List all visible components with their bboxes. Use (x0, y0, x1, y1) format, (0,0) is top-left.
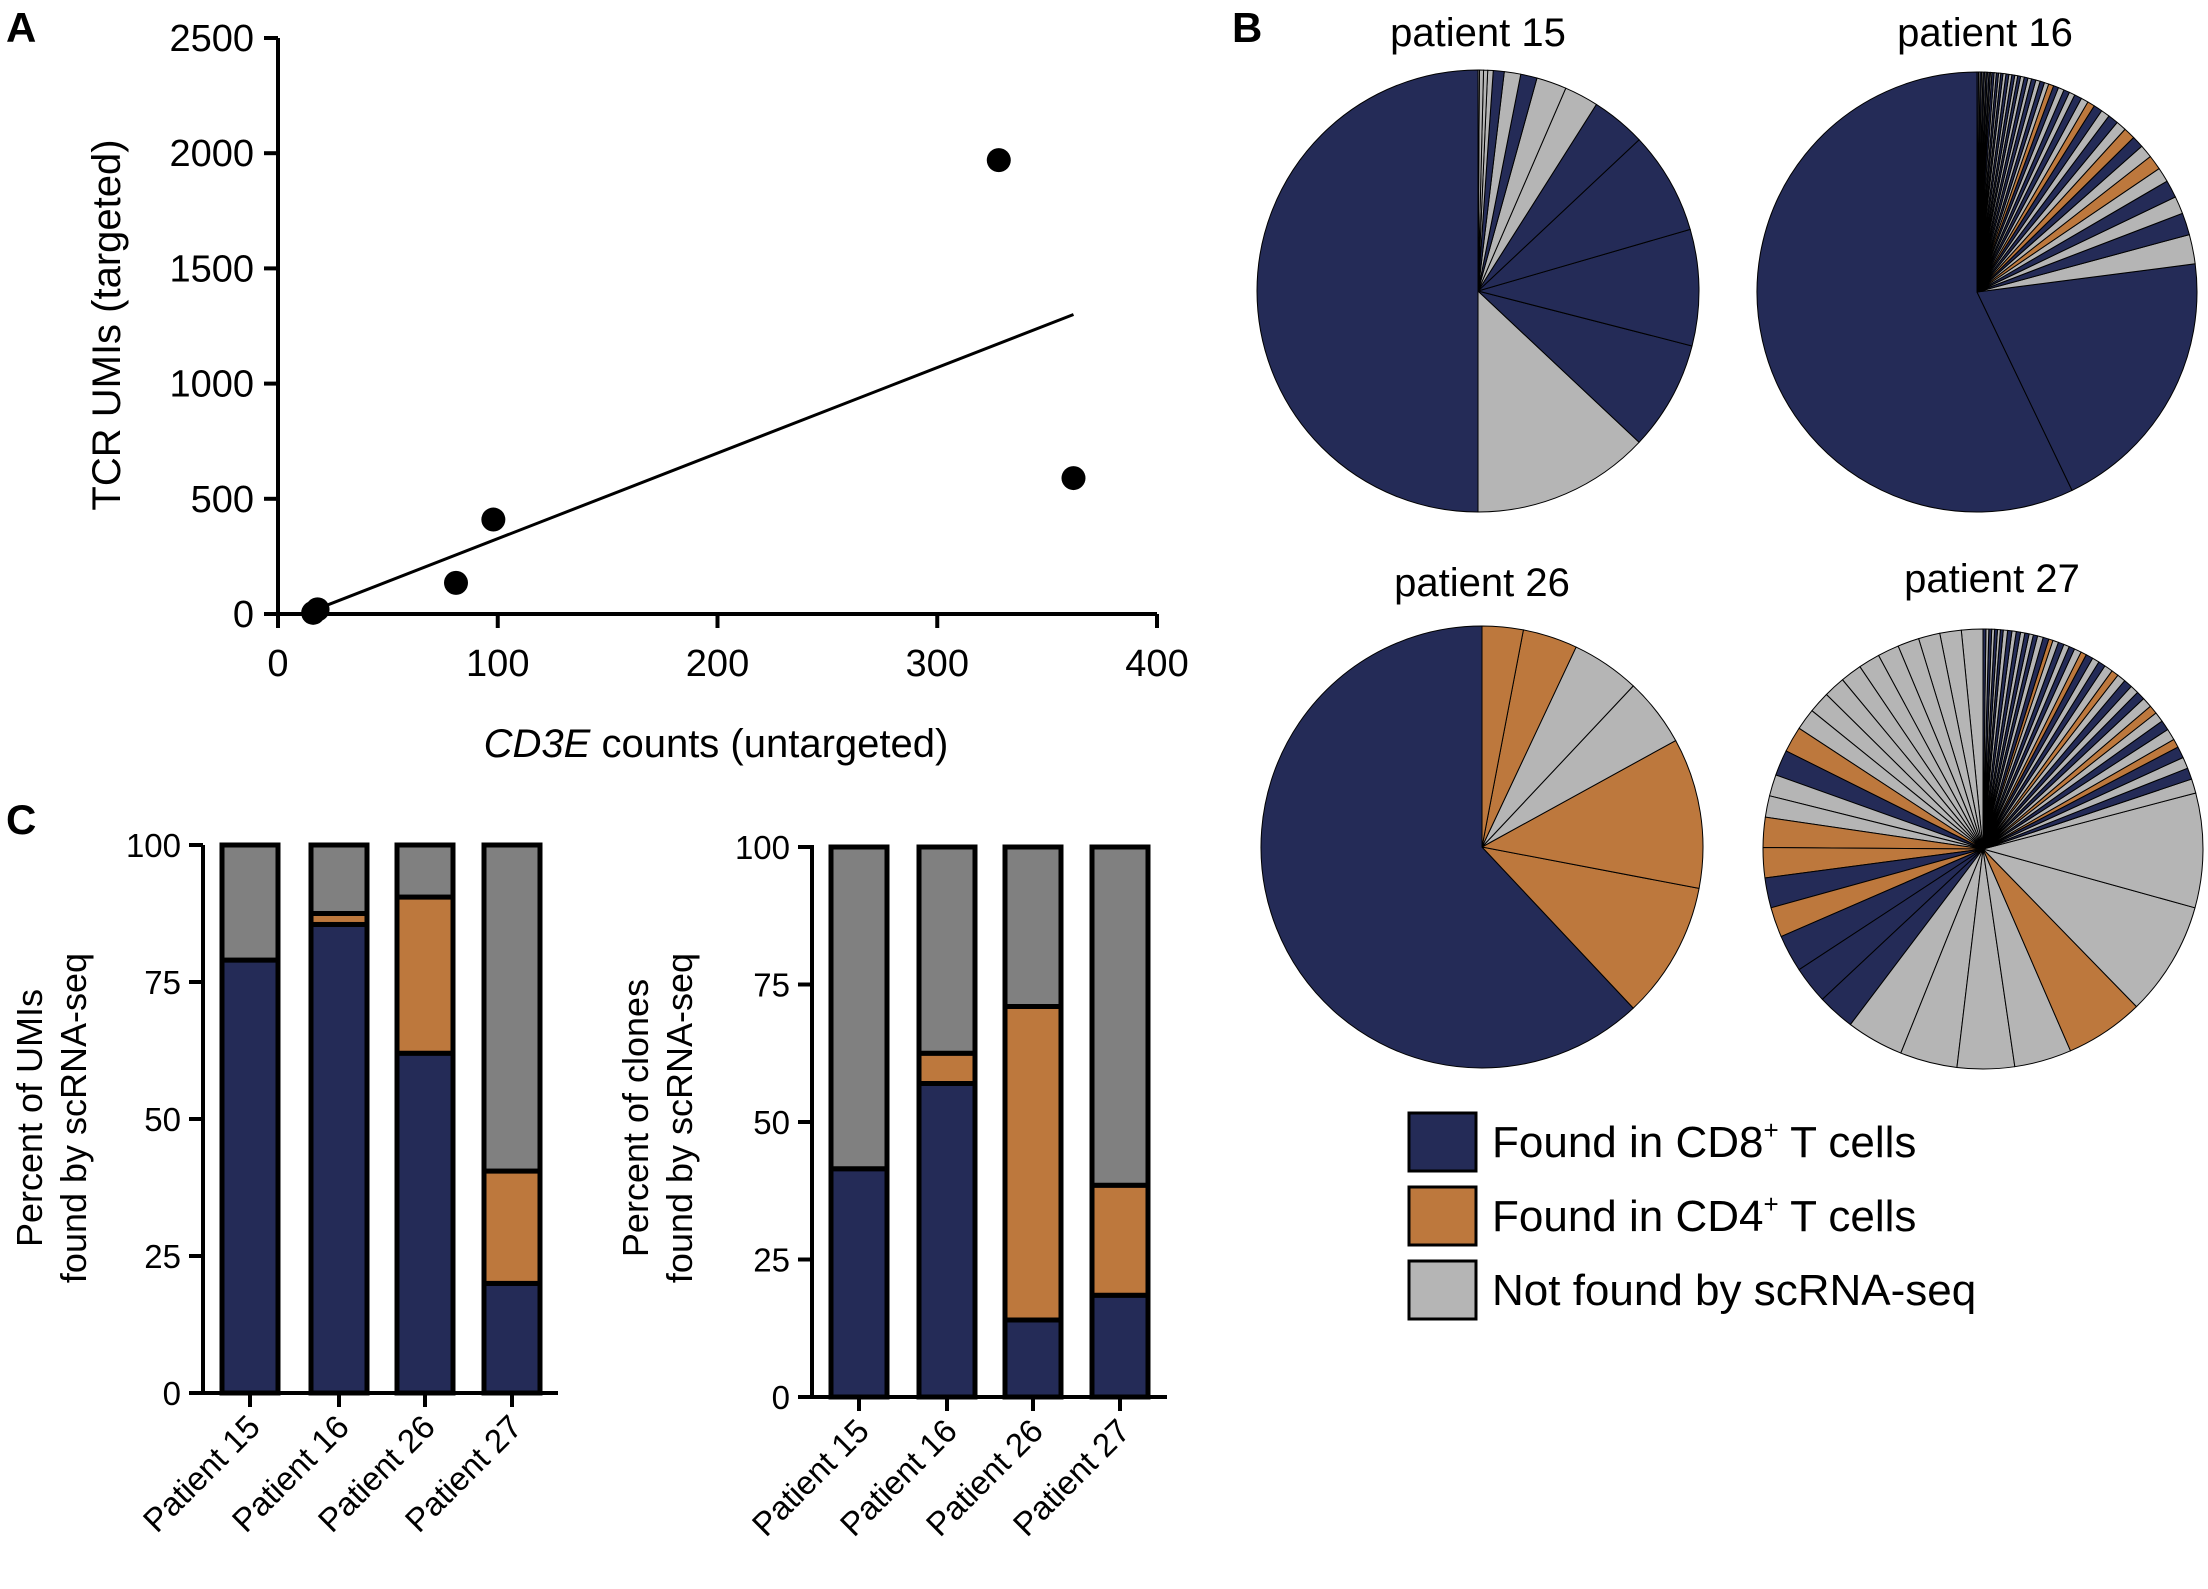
legend-label-cd8: Found in CD8+ T cells (1492, 1115, 1916, 1167)
pie-charts: patient 15 patient 16 patient 26 patient… (1256, 11, 2204, 1321)
y-tick-label: 500 (191, 479, 254, 521)
y-axis-title: Percent of UMIsfound by scRNA-seq (9, 953, 94, 1283)
legend-swatch-cd8 (1407, 1111, 1478, 1173)
pie-slice-cd8 (1976, 71, 1979, 293)
bar-segment-notfound (308, 842, 370, 916)
bar-segment-notfound (481, 842, 543, 1174)
y-tick-label: 50 (753, 1104, 790, 1141)
bar-segment-cd8 (1002, 1317, 1064, 1400)
x-tick-label: 400 (1125, 643, 1188, 685)
legend-swatch-notfound (1407, 1259, 1478, 1321)
bar-segment-cd4 (481, 1168, 543, 1286)
panel-letter-a: A (6, 4, 36, 51)
y-axis-title: TCR UMIs (targeted) (85, 139, 129, 510)
legend-swatch-cd4 (1407, 1185, 1478, 1247)
pie-slice-cd8 (1477, 139, 1691, 292)
panel-letter-c: C (6, 796, 36, 843)
pie-title-patient-16: patient 16 (1897, 11, 2073, 55)
scatter-plot: 0 500 1000 1500 2000 2500 0 100 200 300 400 CD3E c… (85, 18, 1189, 766)
pie-patient-15 (1256, 69, 1700, 513)
bar-segment-cd8 (308, 921, 370, 1396)
x-axis-title-rest: counts (untargeted) (590, 722, 948, 766)
y-tick-label: 2500 (169, 18, 254, 60)
y-tick-label: 0 (163, 1375, 181, 1412)
bar-segment-notfound (394, 842, 456, 900)
bar-segment-cd8 (828, 1166, 890, 1400)
y-tick-label: 50 (144, 1101, 181, 1138)
legend: Found in CD8+ T cells Found in CD4+ T ce… (1407, 1111, 1976, 1321)
pie-slice-notfound (1477, 290, 1640, 513)
legend-label-notfound: Not found by scRNA-seq (1492, 1266, 1976, 1315)
y-tick-label: 75 (753, 967, 790, 1004)
pie-patient-26 (1260, 625, 1704, 1069)
pie-slice-cd8 (1756, 71, 2073, 513)
bar-segment-notfound (219, 842, 281, 963)
bar-segment-cd4 (1002, 1004, 1064, 1323)
panel-letter-b: B (1232, 4, 1262, 51)
bar-segment-notfound (1002, 844, 1064, 1009)
pie-slice-cd4 (1481, 846, 1700, 1009)
bar-segment-cd4 (394, 894, 456, 1056)
pie-patient-27 (1762, 628, 2204, 1070)
pie-slice-notfound (1982, 848, 2196, 1008)
regression-line (312, 313, 1075, 612)
pie-slice-cd4 (1481, 740, 1704, 889)
pie-slice-cd4 (1481, 625, 1524, 848)
pie-slice-cd8 (1260, 625, 1634, 1069)
y-tick-label: 0 (233, 594, 254, 636)
pie-slice-cd8 (1982, 628, 1987, 850)
bar-segment-cd4 (1089, 1182, 1151, 1298)
bar-segment-notfound (828, 844, 890, 1172)
y-tick-label: 25 (144, 1238, 181, 1275)
x-tick-label: 0 (267, 643, 288, 685)
y-axis-title: Percent of clonesfound by scRNA-seq (615, 953, 700, 1283)
x-tick-label: 300 (906, 643, 969, 685)
pie-slice-cd8 (1477, 290, 1693, 443)
y-tick-label: 100 (126, 827, 181, 864)
pie-slice-cd8 (1976, 263, 2198, 491)
pie-slice-notfound (1477, 69, 1480, 292)
data-point (305, 597, 330, 622)
bar-segment-cd8 (219, 957, 281, 1396)
data-point (1061, 466, 1086, 491)
x-tick-label: 200 (686, 643, 749, 685)
data-point (481, 507, 506, 532)
bar-segment-cd4 (916, 1050, 978, 1086)
y-tick-label: 1500 (169, 248, 254, 290)
y-tick-label: 1000 (169, 364, 254, 406)
y-tick-label: 0 (772, 1379, 790, 1416)
data-point (443, 570, 468, 595)
x-axis-title: CD3E counts (untargeted) (484, 722, 949, 766)
bar-segment-notfound (916, 844, 978, 1056)
bar-segment-notfound (1089, 844, 1151, 1188)
bar-segment-cd8 (916, 1081, 978, 1400)
y-tick-label: 75 (144, 964, 181, 1001)
bar-segment-cd8 (394, 1050, 456, 1396)
data-point (986, 148, 1011, 173)
y-tick-label: 2000 (169, 133, 254, 175)
pie-slice-cd8 (1256, 69, 1479, 513)
bar-segment-cd8 (1089, 1292, 1151, 1400)
y-tick-label: 100 (735, 829, 790, 866)
pie-patient-16 (1756, 71, 2198, 513)
x-tick-label: 100 (466, 643, 529, 685)
pie-title-patient-26: patient 26 (1394, 561, 1570, 605)
pie-slice-notfound (1982, 792, 2204, 909)
x-axis-title-italic: CD3E (484, 722, 592, 766)
legend-label-cd4: Found in CD4+ T cells (1492, 1189, 1916, 1241)
pie-title-patient-27: patient 27 (1904, 557, 2080, 601)
bar-segment-cd8 (481, 1280, 543, 1396)
pie-slice-cd8 (1477, 228, 1700, 347)
y-tick-label: 25 (753, 1242, 790, 1279)
pie-title-patient-15: patient 15 (1390, 11, 1566, 55)
